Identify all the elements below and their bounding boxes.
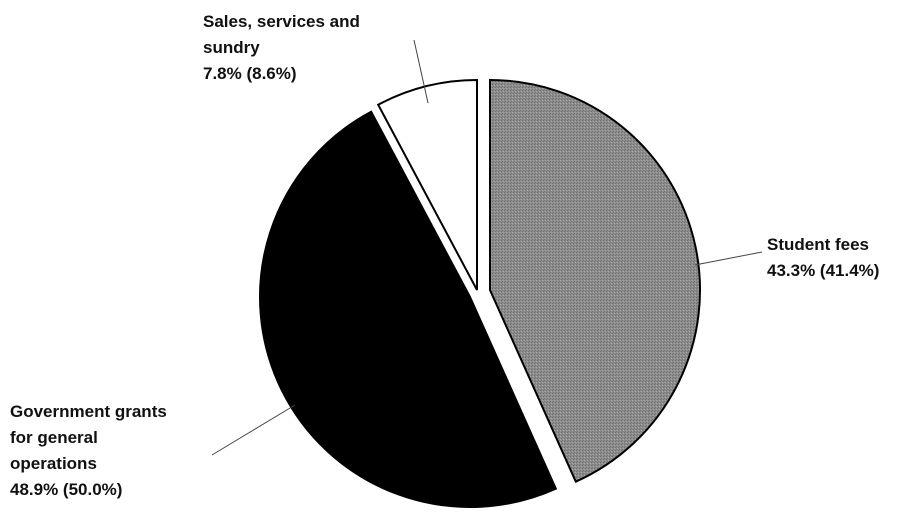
label-government-grants-line: operations (10, 454, 97, 473)
label-student-fees-line: 43.3% (41.4%) (767, 261, 879, 280)
label-student-fees-line: Student fees (767, 235, 869, 254)
label-government-grants: Government grants for general operations 48… (10, 402, 167, 499)
slice-student-fees (489, 78, 701, 483)
label-sales-services-line: 7.8% (8.6%) (203, 64, 297, 83)
label-government-grants-line: Government grants (10, 402, 167, 421)
label-government-grants-line: 48.9% (50.0%) (10, 480, 122, 499)
label-government-grants-line: for general (10, 428, 98, 447)
leader-sales-services (413, 39, 429, 104)
slice-government-grants (259, 110, 558, 508)
slice-sales-services (376, 78, 478, 291)
label-sales-services: Sales, services and sundry 7.8% (8.6%) (203, 12, 360, 83)
label-sales-services-line: Sales, services and (203, 12, 360, 31)
label-student-fees: Student fees 43.3% (41.4%) (767, 235, 879, 280)
leader-student-fees (694, 251, 763, 266)
leader-government-grants (211, 404, 296, 456)
label-sales-services-line: sundry (203, 38, 260, 57)
